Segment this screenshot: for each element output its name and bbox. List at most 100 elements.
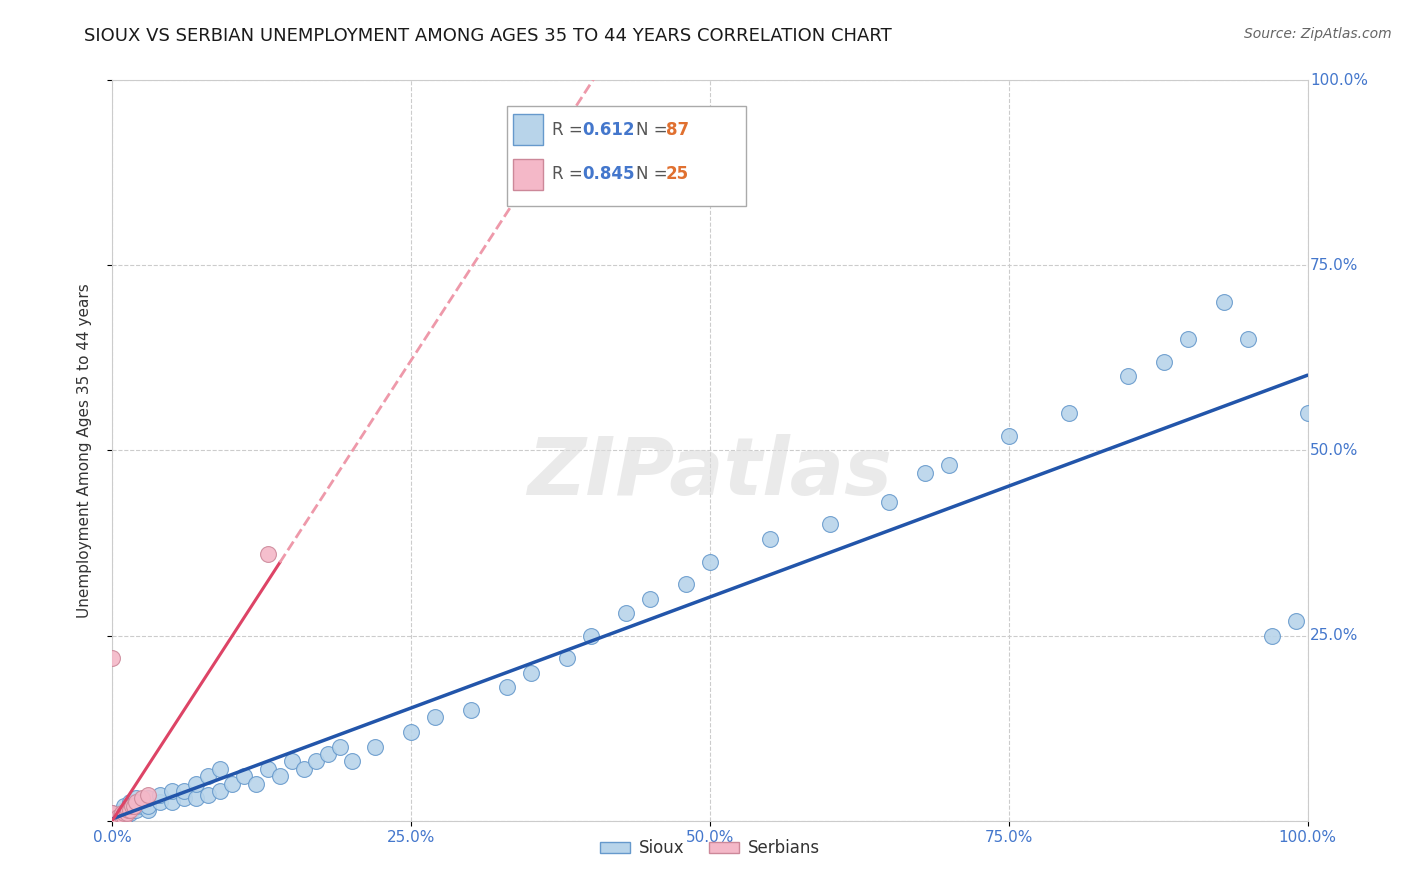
Point [122,798,145,813]
Point [101,814,124,828]
Point [101,810,124,824]
Point [110,806,132,821]
Point [125,798,148,813]
Legend: Sioux, Serbians: Sioux, Serbians [593,833,827,864]
Text: N =: N = [636,121,673,139]
Point [998,428,1021,442]
Point [101,806,124,821]
Point [125,791,148,805]
Point [125,803,148,817]
Point [1296,407,1319,421]
Text: ZIPatlas: ZIPatlas [527,434,893,512]
Point [616,607,638,621]
Point [120,806,142,821]
Point [114,806,135,821]
Text: R =: R = [553,165,588,183]
Point [131,798,153,813]
Point [101,807,124,822]
Text: 100.0%: 100.0% [1310,73,1368,87]
Point [138,798,160,813]
Point [914,466,936,480]
Point [425,710,447,724]
Point [138,788,160,802]
Text: 50.0%: 50.0% [1310,443,1358,458]
Point [1213,295,1236,310]
Point [316,747,339,761]
Bar [513,159,543,190]
Point [111,806,134,821]
Point [233,769,256,783]
Point [138,791,160,805]
Point [1261,628,1284,642]
Y-axis label: Unemployment Among Ages 35 to 44 years: Unemployment Among Ages 35 to 44 years [77,283,91,618]
Point [122,798,145,813]
Point [117,803,139,817]
Point [579,628,602,642]
Point [121,798,143,813]
Point [1118,369,1140,384]
Point [364,739,387,754]
Point [121,803,143,817]
Point [131,791,153,805]
Point [257,762,280,776]
Point [269,769,291,783]
Text: 87: 87 [666,121,689,139]
Point [114,810,135,824]
Point [101,814,124,828]
Point [186,776,208,791]
Point [115,806,138,821]
Point [1153,354,1175,368]
Point [101,650,124,665]
Bar [513,114,543,145]
Point [107,810,129,824]
Point [125,795,148,809]
Point [117,803,139,817]
Point [1237,332,1260,346]
Point [305,755,328,769]
Point [699,555,721,569]
Point [101,810,124,824]
Point [401,724,423,739]
Point [197,769,219,783]
Point [149,795,172,809]
Point [1285,614,1308,628]
Point [520,665,543,680]
Point [173,791,195,805]
Point [496,681,519,695]
Point [879,495,901,509]
Point [245,776,267,791]
Point [107,810,129,824]
Point [114,803,135,817]
Text: 25.0%: 25.0% [1310,628,1358,643]
Point [101,814,124,828]
Point [120,798,142,813]
Point [107,807,129,822]
Text: N =: N = [636,165,673,183]
Point [675,576,697,591]
Point [818,517,841,532]
Point [120,795,142,809]
Point [281,755,304,769]
Point [101,814,124,828]
Point [101,810,124,824]
Point [101,814,124,828]
Text: 25: 25 [666,165,689,183]
Point [114,810,135,824]
Point [460,703,482,717]
Point [1177,332,1199,346]
Text: 75.0%: 75.0% [1310,258,1358,273]
Point [101,806,124,821]
Point [101,814,124,828]
Point [101,810,124,824]
Point [115,806,138,821]
Point [131,795,153,809]
Point [101,814,124,828]
Point [221,776,243,791]
Point [292,762,315,776]
Point [209,762,232,776]
Point [149,788,172,802]
Point [101,807,124,822]
Point [555,650,578,665]
Text: 0.612: 0.612 [582,121,634,139]
Point [120,803,142,817]
